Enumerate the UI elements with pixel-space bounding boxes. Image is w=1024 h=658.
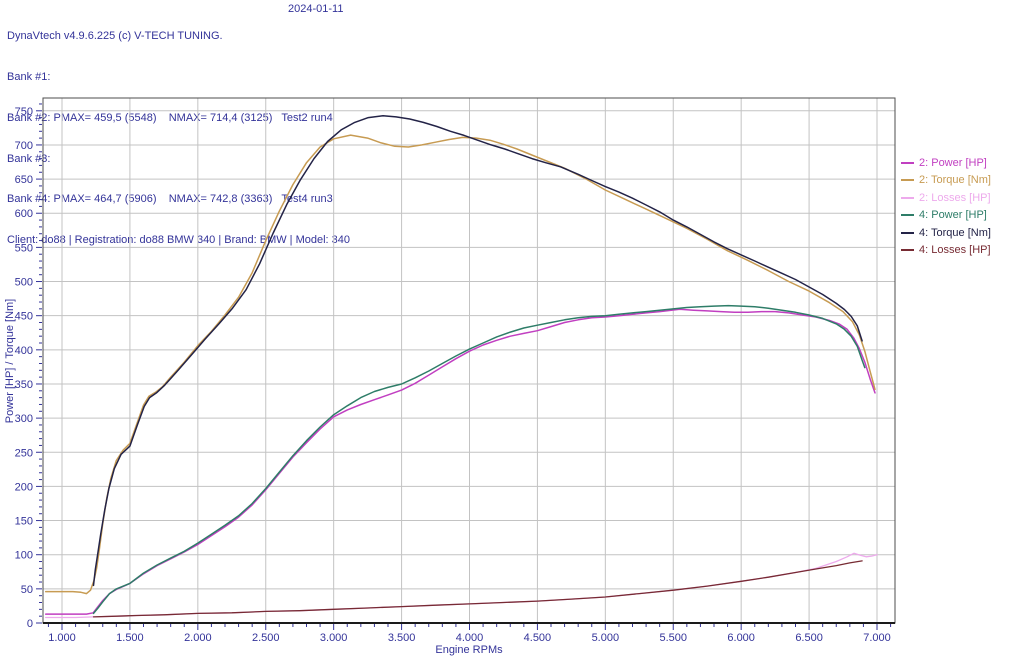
app-version-line: DynaVtech v4.9.6.225 (c) V-TECH TUNING. xyxy=(7,30,223,43)
y-tick-label: 300 xyxy=(15,413,33,425)
y-tick-label: 700 xyxy=(15,140,33,152)
series-curve-5 xyxy=(92,560,863,618)
y-tick-label: 600 xyxy=(15,208,33,220)
y-tick-label: 400 xyxy=(15,345,33,357)
legend-item: 4: Power [HP] xyxy=(901,207,991,225)
x-tick-label: 3.000 xyxy=(320,632,348,644)
legend-item-label: 4: Losses [HP] xyxy=(919,244,991,257)
y-tick-label: 650 xyxy=(15,174,33,186)
legend-item-label: 4: Torque [Nm] xyxy=(919,226,991,239)
y-tick-label: 200 xyxy=(15,481,33,493)
bank1-line: Bank #1: xyxy=(7,70,51,83)
y-tick-label: 500 xyxy=(15,277,33,289)
legend-line-swatch xyxy=(901,249,914,252)
legend-item-label: 2: Torque [Nm] xyxy=(919,174,991,187)
x-tick-label: 5.000 xyxy=(592,632,620,644)
legend-line-swatch xyxy=(901,231,914,234)
y-tick-label: 150 xyxy=(15,516,33,528)
y-tick-label: 100 xyxy=(15,550,33,562)
series-curve-2 xyxy=(45,552,878,619)
x-tick-label: 1.000 xyxy=(48,632,76,644)
x-tick-label: 5.500 xyxy=(659,632,687,644)
legend-item: 2: Losses [HP] xyxy=(901,189,991,207)
legend-item-label: 2: Power [HP] xyxy=(919,156,987,169)
legend-item: 4: Losses [HP] xyxy=(901,242,991,260)
y-tick-label: 350 xyxy=(15,379,33,391)
x-tick-label: 6.500 xyxy=(795,632,823,644)
y-tick-label: 0 xyxy=(27,618,33,630)
y-axis-label: Power [HP] / Torque [Nm] xyxy=(4,298,16,424)
client-line: Client: do88 | Registration: do88 BMW 34… xyxy=(7,234,351,247)
y-tick-label: 250 xyxy=(15,447,33,459)
legend-line-swatch xyxy=(901,179,914,182)
y-tick-label: 750 xyxy=(15,106,33,118)
report-date: 2024-01-11 xyxy=(288,3,344,15)
report-header: DynaVtech v4.9.6.225 (c) V-TECH TUNING. … xyxy=(7,3,350,261)
legend-item-label: 4: Power [HP] xyxy=(919,209,987,222)
x-axis-label: Engine RPMs xyxy=(435,644,503,656)
series-curve-1 xyxy=(44,134,876,595)
x-tick-label: 4.500 xyxy=(524,632,552,644)
legend-item: 2: Torque [Nm] xyxy=(901,172,991,190)
legend-item-label: 2: Losses [HP] xyxy=(919,191,991,204)
series-curve-3 xyxy=(92,304,866,615)
chart-legend: 2: Power [HP] 2: Torque [Nm] 2: Losses [HP… xyxy=(901,154,991,259)
series-curve-4 xyxy=(92,114,863,587)
legend-line-swatch xyxy=(901,214,914,217)
x-tick-label: 3.500 xyxy=(388,632,416,644)
x-tick-label: 4.000 xyxy=(456,632,484,644)
x-tick-label: 2.000 xyxy=(184,632,212,644)
x-tick-label: 1.500 xyxy=(116,632,144,644)
x-tick-label: 7.000 xyxy=(863,632,891,644)
x-tick-label: 2.500 xyxy=(252,632,280,644)
y-tick-label: 550 xyxy=(15,242,33,254)
legend-line-swatch xyxy=(901,161,914,164)
x-tick-label: 6.000 xyxy=(727,632,755,644)
y-tick-label: 50 xyxy=(21,584,33,596)
y-tick-label: 450 xyxy=(15,311,33,323)
series-curve-0 xyxy=(44,308,876,615)
legend-line-swatch xyxy=(901,196,914,199)
legend-item: 2: Power [HP] xyxy=(901,154,991,172)
legend-item: 4: Torque [Nm] xyxy=(901,224,991,242)
